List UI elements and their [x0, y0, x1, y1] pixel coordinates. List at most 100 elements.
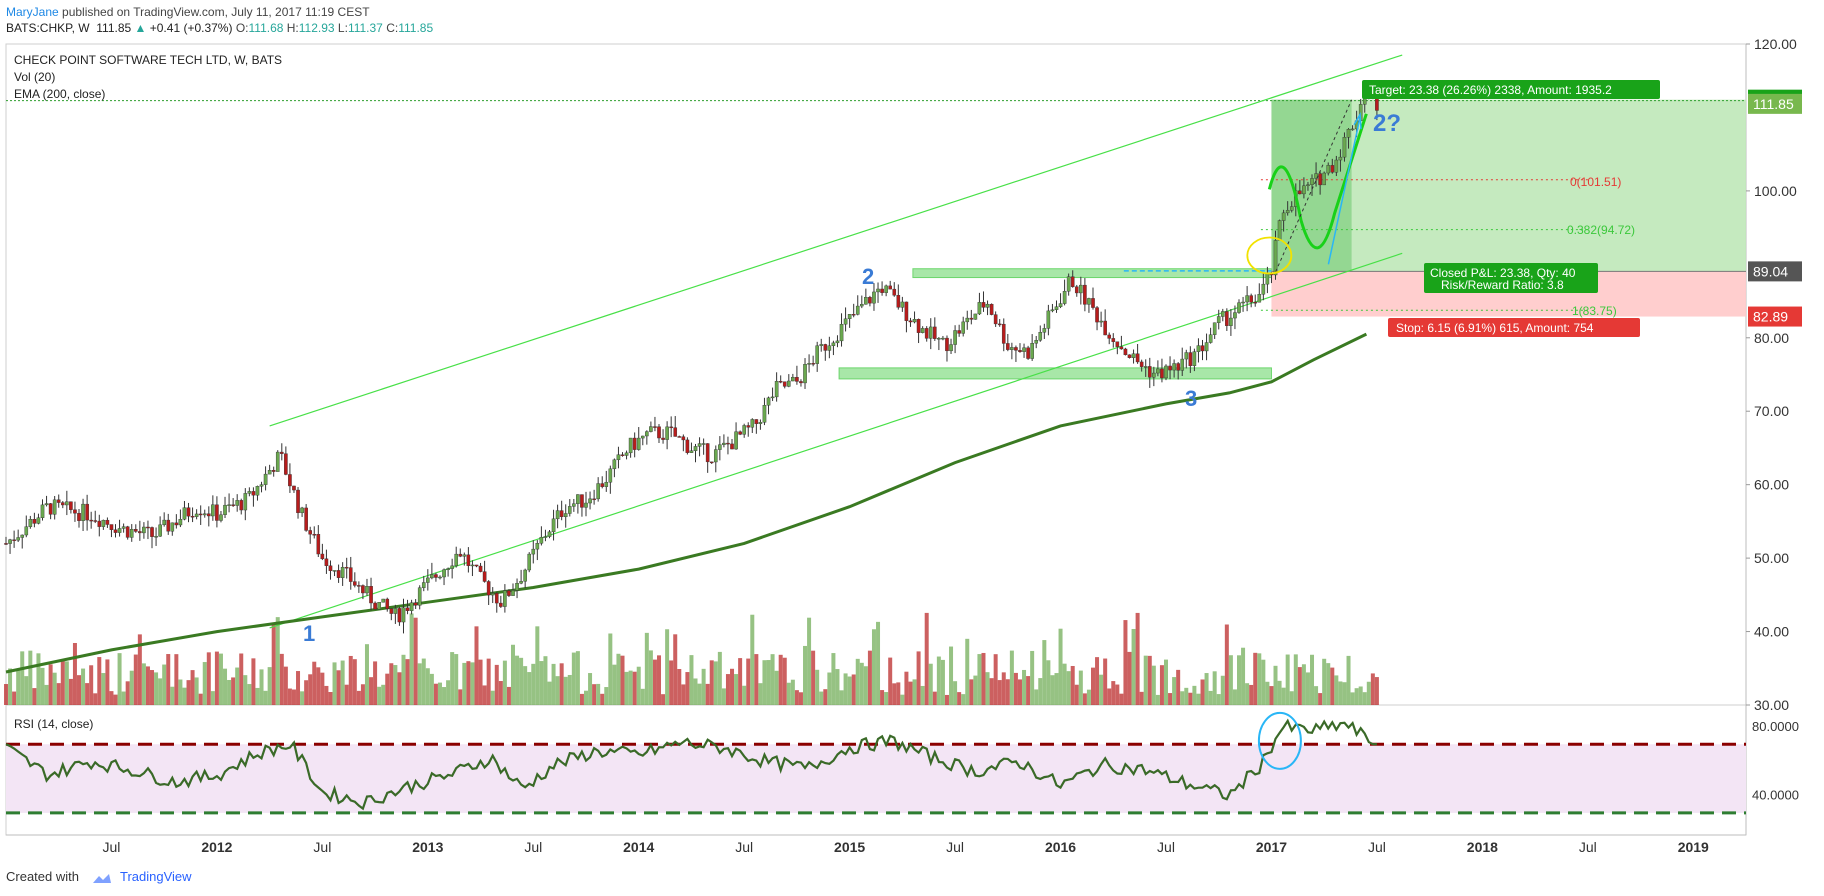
volume-bar — [778, 654, 783, 705]
volume-bar — [97, 657, 102, 705]
volume-bar — [389, 663, 394, 705]
candle-body — [746, 425, 751, 428]
candle-body — [320, 553, 325, 560]
candle-body — [133, 529, 138, 532]
volume-bar — [190, 670, 195, 705]
volume-bar — [1293, 654, 1298, 705]
volume-bar — [835, 669, 840, 705]
candle-body — [864, 297, 868, 305]
candle-body — [523, 569, 527, 582]
volume-bar — [117, 653, 122, 705]
volume-bar — [291, 689, 296, 705]
candle-body — [60, 502, 65, 506]
candle-body — [389, 608, 394, 614]
volume-bar — [936, 656, 941, 705]
candle-body — [316, 534, 321, 555]
volume-bar — [1326, 663, 1331, 705]
candle-body — [1229, 317, 1233, 326]
stop-label-box[interactable] — [1388, 318, 1640, 337]
candle-body — [385, 598, 390, 609]
price-tick-label: 30.00 — [1754, 697, 1789, 713]
volume-bar — [1180, 691, 1185, 705]
candle-body — [738, 431, 742, 435]
candle-body — [1220, 311, 1225, 317]
candle-body — [1257, 294, 1262, 303]
candle-body — [1030, 343, 1034, 359]
author-link[interactable]: MaryJane — [6, 5, 59, 19]
candle-body — [1127, 354, 1132, 358]
candle-body — [1289, 206, 1294, 211]
volume-bar — [356, 690, 361, 705]
price-tick-label: 40.00 — [1754, 624, 1789, 640]
candle-body — [186, 507, 191, 517]
candle-body — [1184, 352, 1189, 360]
fib-1-label: 1(83.75) — [1572, 304, 1617, 318]
candle-body — [900, 301, 905, 308]
candle-body — [292, 485, 296, 491]
price-badge — [1748, 306, 1802, 327]
candle-body — [357, 585, 361, 587]
rsi-line — [5, 718, 1377, 811]
candle-body — [1192, 351, 1197, 366]
axes: 120.00100.0080.0070.0060.0050.0040.0030.… — [103, 36, 1802, 855]
candle-body — [847, 314, 852, 320]
volume-bar — [1026, 676, 1031, 705]
wave-2q-label: 2? — [1373, 110, 1401, 137]
candle-body — [1038, 332, 1043, 341]
candle-body — [1310, 178, 1314, 185]
candle-body — [215, 504, 219, 521]
candle-body — [815, 345, 819, 364]
pnl-label-box[interactable] — [1424, 263, 1598, 293]
volume-bar — [77, 675, 82, 705]
ema-line-group — [5, 332, 1368, 674]
volume-bar — [510, 644, 515, 705]
candle-body — [511, 590, 515, 596]
tradingview-link[interactable]: TradingView — [120, 869, 192, 884]
candle-body — [916, 319, 921, 333]
candle-body — [231, 504, 235, 506]
candle-body — [1172, 363, 1176, 371]
volume-bar — [186, 680, 191, 705]
rsi-tick-label: 80.0000 — [1752, 719, 1799, 734]
volume-bar — [20, 651, 25, 705]
candle-body — [1046, 310, 1051, 329]
volume-bar — [596, 683, 601, 705]
candle-body — [421, 582, 426, 588]
volume-bar — [36, 653, 41, 705]
price-badge-label: 89.04 — [1753, 263, 1788, 279]
candle-body — [981, 302, 986, 308]
candle-body — [799, 381, 803, 384]
volume-bar — [1074, 684, 1079, 705]
candle-body — [989, 303, 994, 315]
candle-body — [819, 344, 824, 346]
candle-body — [1147, 366, 1152, 378]
candle-body — [657, 426, 661, 439]
candle-body — [1306, 184, 1310, 187]
volume-bar — [1143, 655, 1148, 705]
candle-body — [109, 524, 114, 530]
time-tick-label: Jul — [524, 839, 542, 855]
volume-bar — [1042, 640, 1047, 705]
candle-body — [365, 586, 369, 594]
fib-382-label: 0.382(94.72) — [1567, 223, 1635, 237]
volume-bar — [56, 683, 61, 705]
volume-bar — [725, 674, 730, 705]
candle-body — [908, 320, 913, 323]
candle-body — [1139, 361, 1144, 367]
volume-bar — [547, 681, 552, 705]
candle-body — [458, 553, 463, 557]
volume-bar — [170, 686, 175, 705]
volume-bar — [892, 683, 897, 705]
candle-body — [616, 454, 621, 461]
candle-body — [1302, 185, 1306, 195]
volume-bar — [1342, 682, 1347, 705]
candle-body — [1131, 353, 1136, 358]
low-value: 111.37 — [347, 21, 383, 35]
volume-bar — [263, 690, 268, 705]
candle-body — [742, 425, 746, 435]
volume-bar — [961, 694, 966, 705]
footer: Created with TradingView — [6, 869, 192, 884]
target-label-box[interactable] — [1362, 80, 1660, 99]
